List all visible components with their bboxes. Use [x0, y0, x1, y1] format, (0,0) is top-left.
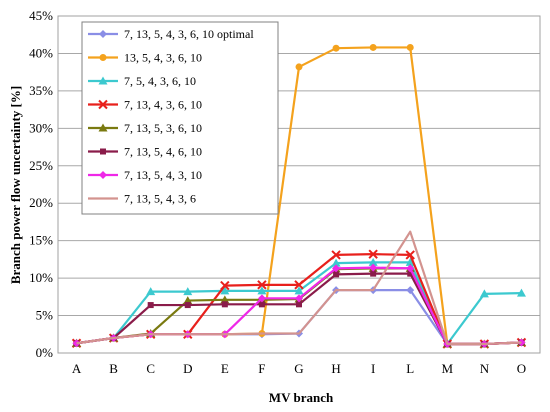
data-point [294, 286, 304, 295]
data-point [98, 123, 108, 132]
data-point [295, 63, 303, 71]
data-point [183, 287, 193, 296]
y-tick-label: 10% [29, 270, 53, 285]
legend: 7, 13, 5, 4, 3, 6, 10 optimal 13, 5, 4, 3… [81, 21, 279, 215]
data-point [369, 263, 378, 272]
legend-box [81, 21, 279, 215]
data-point [294, 280, 304, 290]
data-point [295, 294, 303, 303]
data-point [221, 301, 228, 308]
data-point [406, 264, 415, 273]
data-point [99, 171, 107, 179]
x-tick-label: N [480, 361, 490, 376]
data-point [147, 302, 154, 309]
data-point [257, 294, 266, 303]
data-point [98, 99, 108, 110]
y-tick-label: 5% [36, 308, 54, 323]
legend-item: 7, 13, 5, 3, 6, 10 [88, 121, 202, 135]
x-tick-label: M [442, 361, 454, 376]
legend-label: 7, 13, 5, 4, 6, 10 [124, 145, 202, 159]
legend-item: 13, 5, 4, 3, 6, 10 [88, 51, 202, 65]
legend-item: 7, 13, 5, 4, 3, 10 [88, 168, 202, 182]
data-point [516, 288, 526, 297]
y-tick-label: 35% [29, 83, 53, 98]
legend-item: 7, 13, 5, 4, 6, 10 [88, 145, 202, 159]
x-tick-label: O [517, 361, 526, 376]
data-point [257, 280, 267, 290]
data-point [332, 44, 340, 52]
y-axis-title: Branch power flow uncertainty [%] [8, 86, 23, 284]
data-point [368, 249, 378, 259]
data-point [369, 43, 377, 51]
data-point [99, 30, 107, 38]
x-tick-label: B [109, 361, 118, 376]
legend-item: 7, 13, 5, 4, 3, 6, 10 optimal [88, 27, 254, 41]
x-tick-label: D [183, 361, 192, 376]
y-tick-label: 25% [29, 158, 53, 173]
y-tick-label: 15% [29, 233, 53, 248]
data-point [184, 302, 191, 309]
data-point [220, 280, 230, 291]
data-point [368, 257, 378, 266]
x-tick-label: I [371, 361, 375, 376]
data-point [405, 257, 415, 266]
data-point [296, 301, 302, 308]
x-tick-label: L [406, 361, 414, 376]
data-point [220, 286, 230, 295]
x-tick-label: C [146, 361, 155, 376]
data-point [407, 270, 414, 277]
data-point [332, 264, 341, 273]
legend-label: 13, 5, 4, 3, 6, 10 [124, 51, 202, 65]
plot-area [57, 15, 541, 354]
data-point [100, 148, 106, 155]
series-line [76, 230, 522, 346]
legend-label: 7, 13, 5, 3, 6, 10 [124, 121, 202, 135]
legend-item: 7, 13, 4, 3, 6, 10 [88, 98, 202, 112]
legend-item: 7, 13, 5, 4, 3, 6 [88, 192, 196, 206]
data-point [370, 270, 377, 277]
data-point [406, 286, 415, 295]
legend-label: 7, 13, 4, 3, 6, 10 [124, 98, 202, 112]
y-tick-label: 30% [29, 120, 53, 135]
y-tick-label: 0% [36, 345, 54, 360]
data-point [258, 301, 265, 308]
legend-label: 7, 13, 5, 4, 3, 6 [124, 192, 196, 206]
series-8 [76, 230, 522, 346]
legend-label: 7, 13, 5, 4, 3, 10 [124, 168, 202, 182]
y-tick-label: 45% [29, 8, 53, 23]
x-tick-label: F [258, 361, 265, 376]
series-lines [71, 43, 527, 349]
y-tick-label: 40% [29, 45, 53, 60]
data-point [331, 258, 341, 267]
x-tick-label: H [331, 361, 340, 376]
x-axis-title: MV branch [269, 390, 334, 405]
x-tick-label: A [72, 361, 82, 376]
data-point [333, 271, 340, 278]
legend-item: 7, 5, 4, 3, 6, 10 [88, 74, 196, 88]
y-tick-label: 20% [29, 195, 53, 210]
data-point [98, 76, 108, 85]
x-tick-label: G [294, 361, 303, 376]
legend-label: 7, 13, 5, 4, 3, 6, 10 optimal [124, 27, 254, 41]
data-point [406, 43, 414, 51]
data-point [331, 250, 341, 260]
data-point [146, 287, 156, 296]
data-point [479, 289, 489, 298]
y-axis-ticks: 0% 5% 10% 15% 20% 25% 30% 35% 40% 45% [29, 8, 53, 360]
data-point [405, 250, 415, 260]
legend-label: 7, 5, 4, 3, 6, 10 [124, 74, 196, 88]
data-point [257, 286, 267, 295]
x-tick-label: E [221, 361, 229, 376]
data-point [99, 54, 107, 61]
